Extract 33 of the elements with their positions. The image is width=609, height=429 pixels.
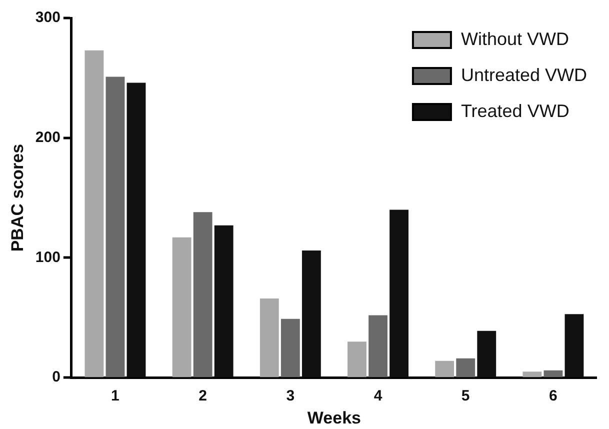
legend-label: Untreated VWD — [460, 64, 588, 85]
x-tick-label: 6 — [549, 388, 558, 405]
bar — [390, 210, 408, 378]
bar — [544, 370, 563, 378]
bar — [193, 212, 212, 378]
bar — [564, 314, 584, 378]
legend-label: Without VWD — [460, 28, 569, 49]
bar — [84, 50, 104, 378]
y-tick-label: 0 — [52, 368, 60, 386]
bar — [477, 330, 496, 378]
y-tick-label: 200 — [35, 129, 60, 146]
x-tick-label: 5 — [461, 388, 470, 405]
y-axis-title: PBAC scores — [8, 144, 27, 252]
x-tick-label: 2 — [198, 388, 207, 405]
bar — [126, 82, 146, 378]
bar — [172, 237, 192, 378]
bar — [456, 358, 476, 378]
bar — [348, 342, 366, 378]
x-axis-title: Weeks — [307, 408, 361, 428]
y-tick-label: 100 — [35, 248, 60, 266]
bar — [368, 315, 388, 378]
bar — [522, 372, 542, 378]
bar — [106, 76, 125, 378]
bar — [214, 225, 234, 378]
bar — [302, 250, 321, 378]
x-tick-label: 1 — [111, 388, 120, 405]
y-tick-label: 300 — [35, 9, 60, 26]
bar — [260, 298, 279, 378]
x-tick-label: 3 — [286, 388, 295, 405]
bar — [280, 318, 300, 378]
x-tick-label: 4 — [374, 388, 383, 405]
bar — [435, 360, 454, 378]
legend-label: Treated VWD — [460, 100, 570, 121]
